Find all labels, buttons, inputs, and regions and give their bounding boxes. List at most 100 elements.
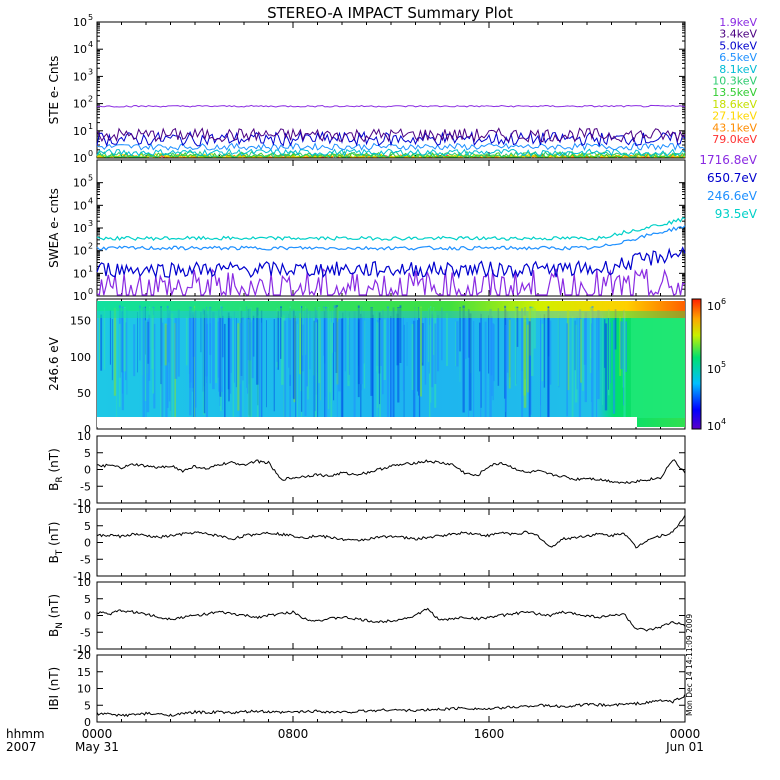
heatmap-streak: [153, 323, 156, 409]
heatmap-streak: [306, 308, 308, 387]
svg-text:BR (nT): BR (nT): [47, 448, 65, 491]
heatmap-streak: [598, 310, 600, 371]
y-tick-label: 10: [73, 267, 87, 280]
heatmap-streak: [437, 315, 440, 372]
y-tick-exponent: 4: [88, 196, 93, 205]
heatmap-streak: [531, 306, 534, 376]
heatmap-streak: [151, 307, 154, 370]
heatmap-streak: [377, 322, 379, 408]
x-tick-date: May 31: [75, 740, 119, 754]
heatmap-streak: [462, 305, 465, 413]
plot-title: STEREO-A IMPACT Summary Plot: [267, 4, 513, 22]
swea-legend-item: 246.6eV: [707, 189, 758, 203]
heatmap-streak: [232, 320, 234, 427]
colorbar-exponent: 6: [721, 297, 726, 306]
heatmap-streak: [441, 307, 443, 361]
y-tick-label: 5: [84, 699, 91, 712]
heatmap-streak: [379, 312, 381, 405]
heatmap-streak: [396, 313, 399, 366]
heatmap-streak: [491, 316, 493, 396]
heatmap-streak: [168, 313, 170, 363]
ste-series-line: [96, 130, 686, 148]
heatmap-streak: [614, 309, 617, 350]
heatmap-streak: [580, 318, 582, 383]
heatmap-streak: [239, 323, 242, 427]
heatmap-streak: [342, 312, 344, 427]
heatmap-streak: [514, 306, 517, 386]
heatmap-streak: [492, 323, 494, 401]
swea-series-line: [96, 246, 686, 280]
y-tick-exponent: 5: [88, 13, 93, 22]
heatmap-streak: [191, 321, 193, 392]
svg-text:BN (nT): BN (nT): [47, 594, 65, 637]
heatmap-streak: [456, 321, 459, 367]
y-tick-label: 0: [84, 423, 91, 436]
y-axis-label: SWEA e- cnts: [47, 188, 61, 268]
heatmap-streak: [161, 322, 164, 423]
svg-text:IBI (nT): IBI (nT): [47, 667, 61, 710]
heatmap-streak: [324, 311, 326, 427]
heatmap-streak: [364, 320, 366, 389]
y-tick-label: 10: [73, 245, 87, 258]
heatmap-streak: [248, 308, 252, 361]
heatmap-streak: [370, 307, 373, 396]
heatmap-streak: [480, 312, 482, 418]
heatmap-streak: [344, 310, 346, 372]
heatmap-streak: [148, 314, 151, 381]
heatmap-streak: [406, 322, 408, 366]
heatmap-streak: [324, 307, 328, 418]
heatmap-streak: [604, 323, 608, 411]
svg-text:246.6 eV: 246.6 eV: [47, 336, 61, 391]
x-tick-label: 0000: [670, 727, 701, 741]
heatmap-streak: [379, 320, 381, 418]
svg-text:SWEA e- cnts: SWEA e- cnts: [47, 188, 61, 268]
heatmap-streak: [469, 313, 472, 411]
heatmap-streak: [528, 321, 531, 427]
y-tick-label: 20: [77, 649, 91, 662]
heatmap-streak: [185, 316, 188, 366]
heatmap-streak: [620, 321, 623, 370]
y-axis-label: BR (nT): [47, 448, 65, 491]
heatmap-streak: [247, 319, 251, 426]
heatmap-streak: [541, 323, 544, 382]
swea-legend-item: 93.5eV: [715, 207, 758, 221]
heatmap-streak: [327, 307, 330, 410]
heatmap-streak: [468, 317, 469, 427]
heatmap-streak: [313, 320, 315, 427]
y-tick-label: -5: [80, 480, 91, 493]
heatmap-streak: [623, 310, 624, 406]
field-trace: [96, 515, 686, 549]
heatmap-streak: [100, 314, 103, 371]
heatmap-streak: [610, 322, 611, 384]
swea-legend-item: 1716.8eV: [699, 153, 757, 167]
heatmap-streak: [589, 307, 592, 373]
heatmap-streak: [578, 309, 582, 418]
heatmap-streak: [194, 310, 196, 427]
heatmap-streak: [314, 307, 316, 412]
heatmap-streak: [516, 306, 519, 347]
y-tick-exponent: 0: [88, 149, 93, 158]
heatmap-streak: [174, 318, 178, 379]
heatmap-streak: [217, 321, 220, 378]
heatmap-streak: [317, 319, 319, 427]
heatmap-streak: [623, 309, 625, 376]
x-tick-date: Jun 01: [665, 740, 704, 754]
heatmap-streak: [205, 314, 208, 377]
heatmap-streak: [109, 310, 111, 365]
heatmap-streak: [289, 320, 291, 427]
y-tick-label: 15: [77, 666, 91, 679]
heatmap-streak: [111, 319, 113, 381]
heatmap-streak: [357, 319, 360, 385]
y-tick-label: 0: [84, 464, 91, 477]
x-tick-label: 0000: [82, 727, 113, 741]
heatmap-streak: [402, 317, 404, 391]
heatmap-streak: [305, 306, 307, 355]
y-axis-label: IBI (nT): [47, 667, 61, 710]
heatmap-streak: [558, 315, 560, 388]
heatmap-streak: [288, 313, 290, 368]
heatmap-streak: [382, 309, 384, 395]
heatmap-streak: [591, 323, 592, 402]
heatmap-streak: [293, 310, 295, 400]
heatmap-streak: [604, 319, 606, 368]
